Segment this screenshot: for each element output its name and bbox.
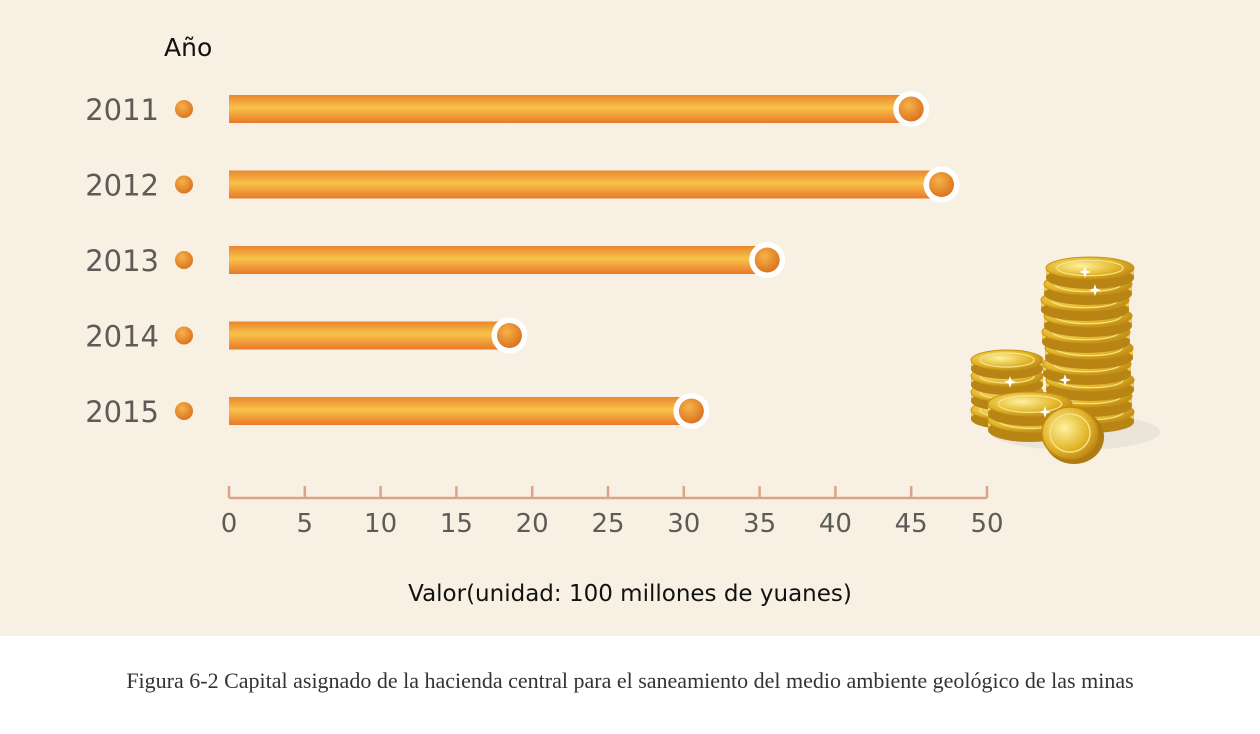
y-axis-label: Año	[164, 33, 212, 62]
category-bullet	[175, 175, 193, 194]
bar	[229, 95, 912, 123]
bar	[229, 321, 510, 350]
category-label: 2011	[85, 93, 159, 127]
category-label: 2012	[85, 169, 159, 203]
coin-stack-icon	[970, 256, 1160, 464]
x-tick-label: 5	[297, 509, 314, 539]
bar-rows: 2011 2012 2013 2014 2015	[85, 91, 960, 429]
x-tick-label: 35	[743, 509, 776, 539]
category-bullet	[175, 251, 193, 269]
category-label: 2013	[85, 244, 159, 278]
x-tick-label: 25	[591, 509, 624, 539]
x-tick-label: 30	[667, 509, 700, 539]
category-bullet	[175, 326, 193, 345]
bar-chart: Año 2011 2012 2013 2014 2015 0 5 10 15 20 25 30 35 4…	[85, 33, 1160, 607]
bar-end-marker	[678, 398, 704, 424]
figure-caption: Figura 6-2 Capital asignado de la hacien…	[126, 668, 1134, 693]
x-tick-label: 45	[895, 509, 928, 539]
bar-end-marker	[754, 247, 780, 273]
x-axis-label: Valor(unidad: 100 millones de yuanes)	[408, 581, 852, 607]
bar	[229, 246, 768, 274]
category-bullet	[175, 100, 193, 118]
x-tick-label: 40	[819, 509, 852, 539]
x-tick-label: 20	[516, 509, 549, 539]
x-tick-label: 50	[970, 509, 1003, 539]
category-bullet	[175, 402, 193, 420]
category-label: 2014	[85, 320, 159, 354]
bar	[229, 397, 692, 425]
bar-end-marker	[898, 96, 924, 122]
category-label: 2015	[85, 395, 159, 429]
x-tick-label: 15	[440, 509, 473, 539]
x-axis: 0 5 10 15 20 25 30 35 40 45 50	[221, 486, 1004, 539]
bar-end-marker	[929, 172, 955, 197]
bar	[229, 170, 942, 199]
x-tick-label: 0	[221, 509, 238, 539]
chart-panel: Año 2011 2012 2013 2014 2015 0 5 10 15 20 25 30 35 4…	[0, 0, 1260, 636]
x-tick-label: 10	[364, 509, 397, 539]
bar-end-marker	[496, 323, 522, 348]
